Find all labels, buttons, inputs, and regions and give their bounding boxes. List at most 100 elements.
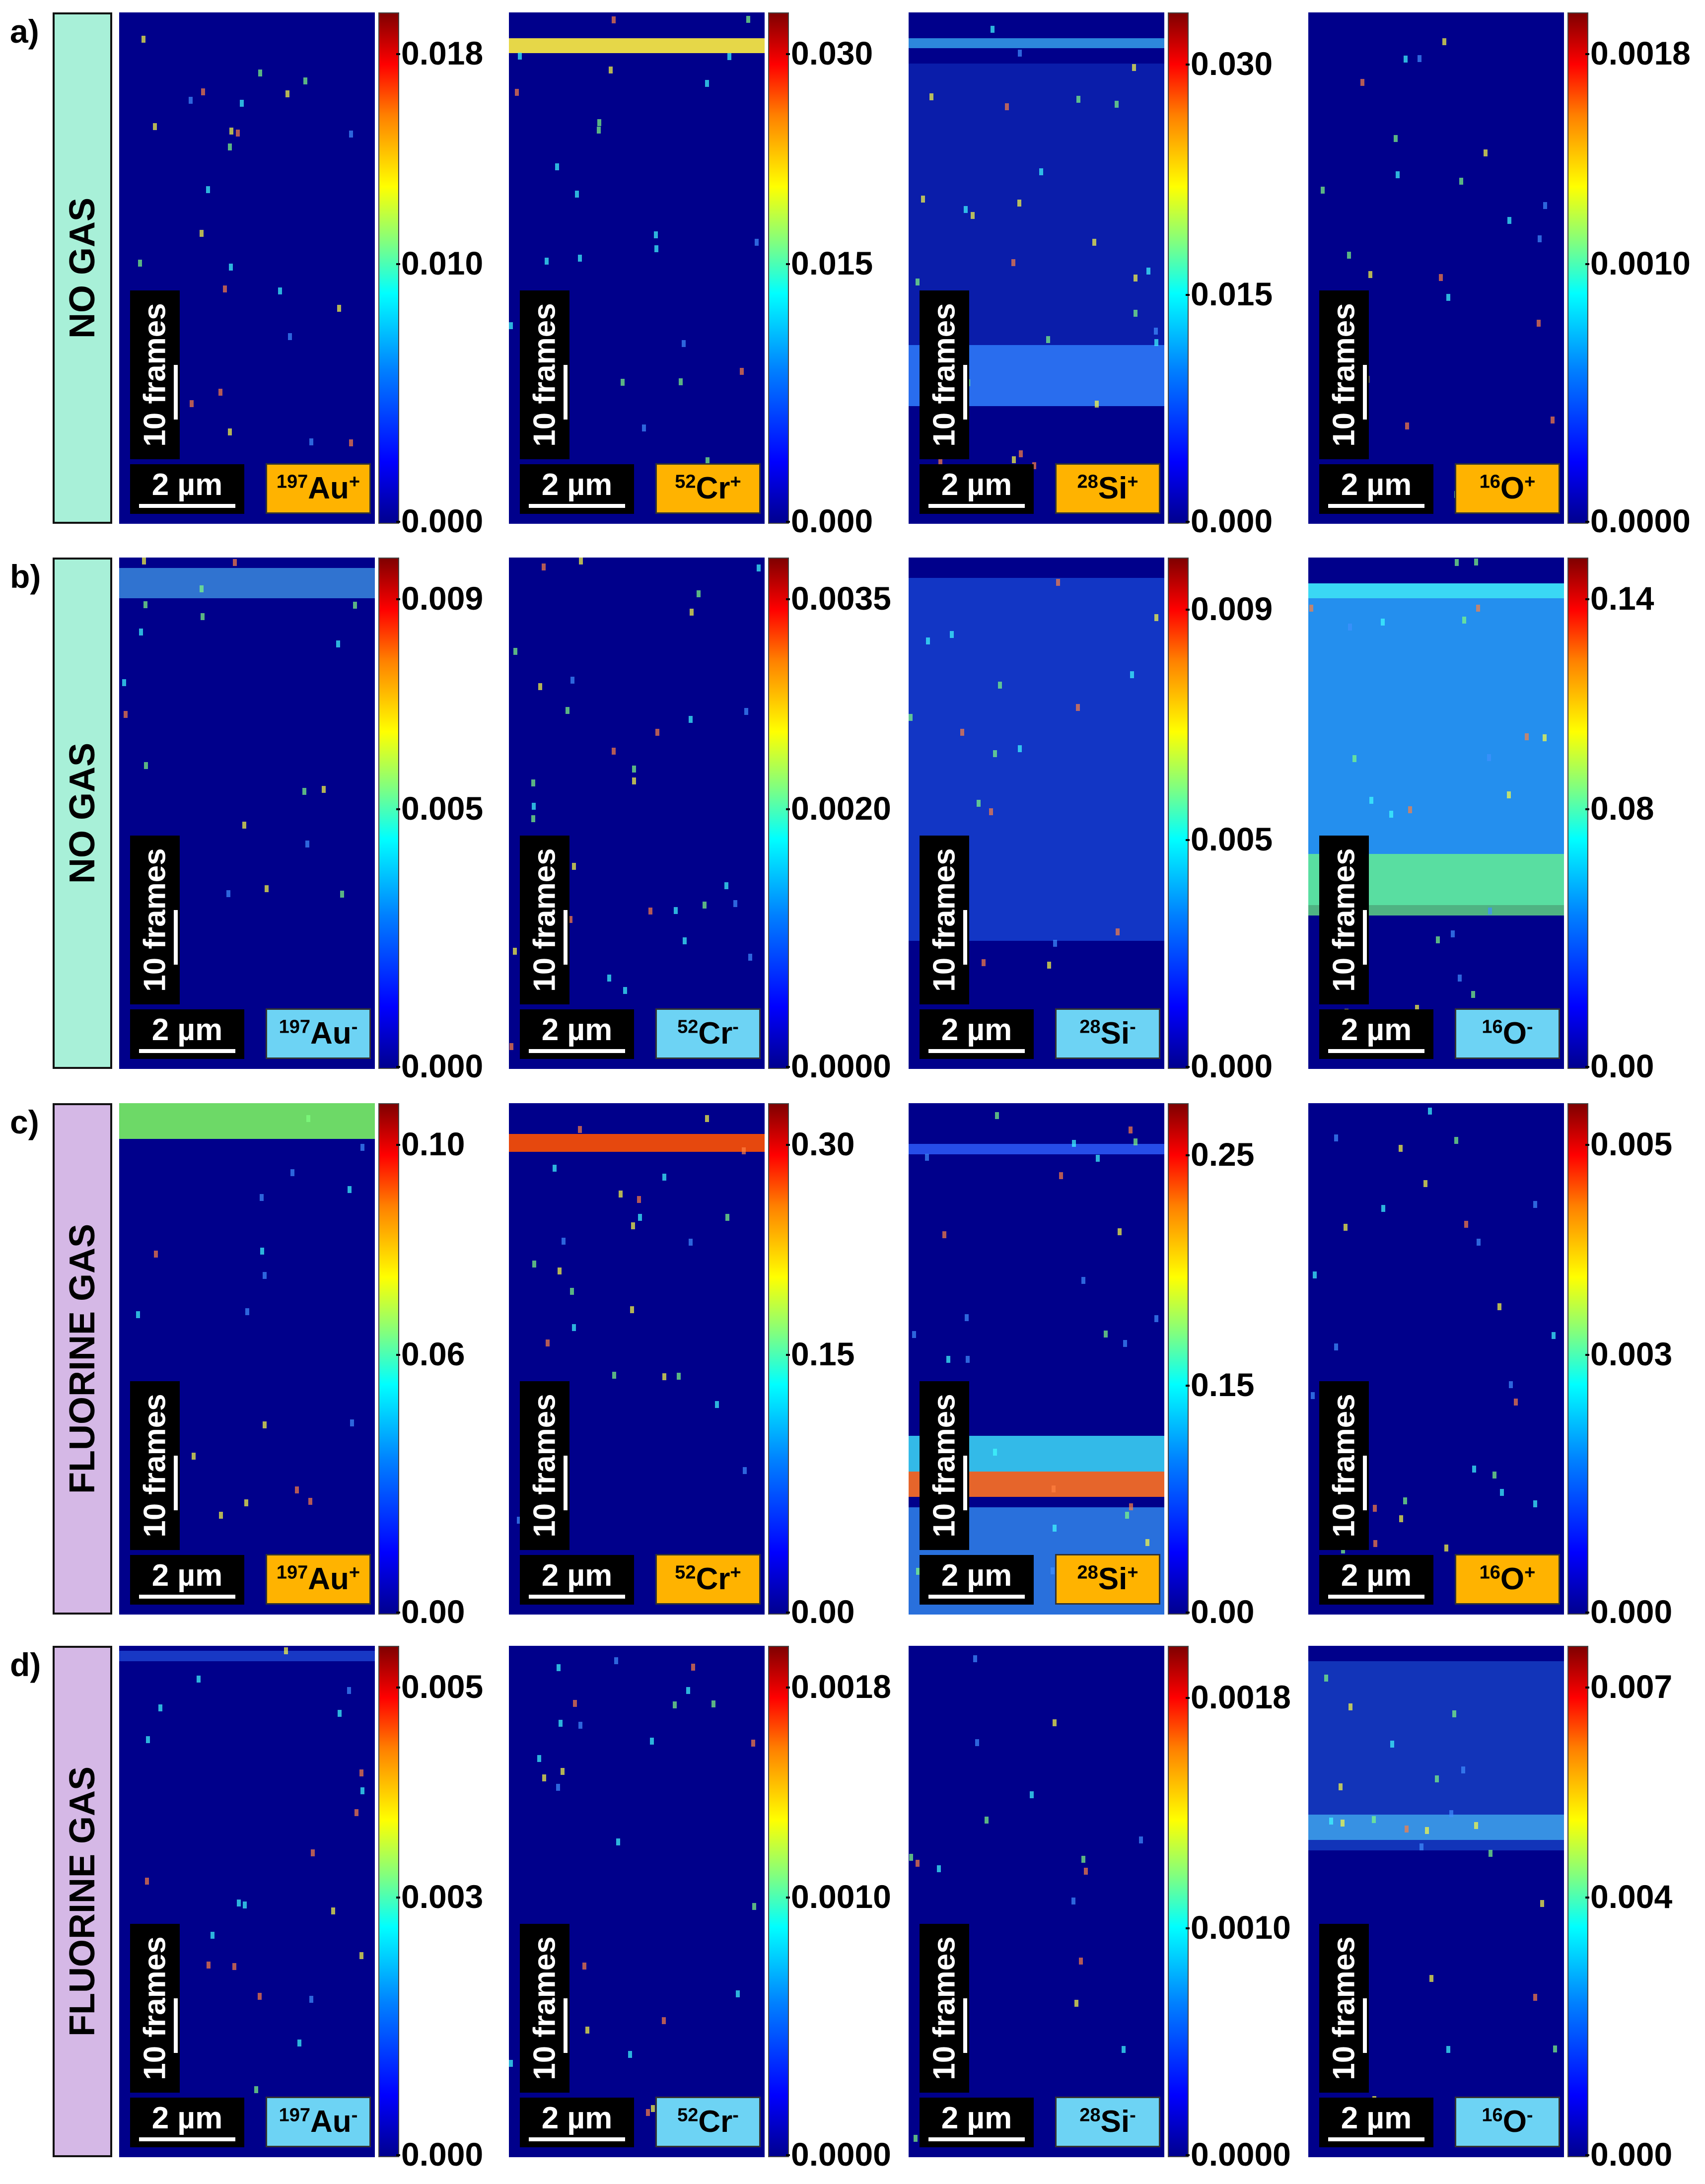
- colorbar-tick-label: 0.009: [1185, 590, 1273, 627]
- signal-speck: [1525, 733, 1529, 740]
- signal-speck: [1507, 217, 1511, 224]
- signal-speck: [925, 1154, 929, 1161]
- signal-speck: [546, 1339, 550, 1346]
- signal-speck: [355, 1809, 358, 1816]
- signal-speck: [1352, 755, 1356, 762]
- signal-speck: [1476, 605, 1480, 612]
- signal-speck: [1132, 64, 1136, 71]
- signal-speck: [537, 1755, 541, 1762]
- signal-speck: [1059, 1172, 1063, 1179]
- signal-speck: [705, 1115, 709, 1122]
- signal-speck: [311, 1849, 315, 1856]
- signal-speck: [1396, 171, 1400, 178]
- signal-speck: [1533, 1994, 1537, 2001]
- signal-speck: [1096, 1155, 1100, 1162]
- signal-speck: [1095, 401, 1099, 408]
- colorbar: [1168, 558, 1189, 1069]
- signal-speck: [1381, 619, 1385, 626]
- signal-speck: [677, 1373, 681, 1380]
- signal-speck: [1372, 1816, 1376, 1823]
- signal-speck: [1115, 101, 1119, 108]
- signal-speck: [1344, 1224, 1348, 1231]
- signal-speck: [1053, 1719, 1057, 1726]
- signal-speck: [1553, 2045, 1557, 2052]
- colorbar-tick-label: 0.005: [1185, 820, 1273, 857]
- signal-speck: [1341, 1547, 1345, 1553]
- signal-speck: [1311, 1392, 1315, 1399]
- signal-speck: [219, 1512, 223, 1519]
- signal-speck: [1146, 268, 1150, 275]
- signal-speck: [1533, 1500, 1537, 1507]
- signal-speck: [662, 1373, 666, 1380]
- colorbar-tick-label: 0.000: [1585, 2136, 1673, 2173]
- colorbar-tick-label: 0.009: [396, 580, 484, 617]
- signal-speck: [619, 1191, 623, 1198]
- signal-speck: [237, 1900, 241, 1906]
- signal-band: [909, 38, 1164, 49]
- colorbar-tick-label: 0.000: [785, 502, 873, 539]
- signal-speck: [578, 1126, 582, 1133]
- signal-speck: [1474, 559, 1478, 565]
- ion-intensity-map: 10 frames 2 µm 16O+: [1308, 12, 1564, 524]
- colorbar-tick-label: 0.15: [1185, 1366, 1255, 1403]
- figure-row: d) FLUORINE GAS 10 frames 2 µm 197Au- 0.005 0.…: [0, 1646, 1705, 2173]
- signal-speck: [977, 800, 981, 807]
- signal-speck: [1012, 456, 1016, 463]
- ion-species-label: 28Si+: [1055, 463, 1160, 514]
- signal-speck: [725, 1214, 729, 1221]
- frames-scale-label: 10 frames: [130, 1381, 180, 1550]
- colorbar: [378, 1646, 399, 2157]
- signal-speck: [616, 1838, 620, 1845]
- frames-scale-label: 10 frames: [520, 836, 569, 1004]
- signal-speck: [674, 907, 678, 914]
- signal-speck: [263, 1272, 267, 1279]
- signal-speck: [197, 1676, 201, 1683]
- signal-speck: [982, 959, 986, 966]
- signal-speck: [309, 438, 313, 445]
- signal-speck: [1154, 339, 1158, 346]
- ion-map-panel: 10 frames 2 µm 16O+ 0.005 0.003 0.000: [1308, 1103, 1705, 1630]
- signal-speck: [517, 1517, 521, 1524]
- signal-speck: [964, 206, 968, 213]
- ion-species-label: 28Si+: [1055, 1554, 1160, 1605]
- signal-speck: [631, 1222, 635, 1229]
- signal-speck: [655, 729, 659, 736]
- signal-speck: [607, 975, 611, 982]
- signal-speck: [509, 1043, 513, 1050]
- frames-scale-label: 10 frames: [920, 1381, 969, 1550]
- signal-speck: [748, 954, 752, 961]
- signal-speck: [1449, 1810, 1453, 1817]
- signal-speck: [1349, 1703, 1352, 1710]
- signal-speck: [265, 885, 269, 892]
- signal-speck: [233, 559, 237, 566]
- signal-speck: [1139, 1836, 1143, 1843]
- signal-speck: [1369, 797, 1373, 804]
- ion-intensity-map: 10 frames 2 µm 197Au-: [119, 1646, 375, 2157]
- scale-bar: 2 µm: [130, 1009, 244, 1059]
- colorbar-tick-label: 0.015: [785, 244, 873, 282]
- colorbar-tick-label: 0.0010: [1186, 1908, 1291, 1946]
- ion-map-panel: 10 frames 2 µm 52Cr+ 0.30 0.15 0.00: [509, 1103, 910, 1630]
- signal-speck: [531, 815, 535, 822]
- signal-speck: [1104, 1331, 1108, 1338]
- signal-speck: [1459, 178, 1463, 185]
- signal-speck: [1145, 1539, 1149, 1546]
- signal-speck: [143, 601, 147, 608]
- signal-speck: [965, 1314, 969, 1321]
- signal-speck: [1081, 1277, 1085, 1284]
- signal-speck: [1081, 1856, 1085, 1863]
- signal-speck: [553, 1165, 557, 1172]
- ion-species-label: 16O+: [1455, 1554, 1560, 1605]
- signal-speck: [993, 750, 997, 757]
- signal-speck: [1509, 1381, 1513, 1388]
- signal-speck: [1404, 56, 1408, 63]
- signal-speck: [1373, 1505, 1377, 1512]
- signal-speck: [1313, 1271, 1317, 1278]
- signal-speck: [662, 1174, 666, 1181]
- signal-speck: [1500, 1489, 1504, 1496]
- signal-speck: [1442, 38, 1446, 45]
- signal-speck: [306, 1115, 310, 1122]
- colorbar: [378, 12, 399, 524]
- colorbar-tick-label: 0.15: [785, 1335, 855, 1372]
- signal-speck: [1462, 617, 1466, 624]
